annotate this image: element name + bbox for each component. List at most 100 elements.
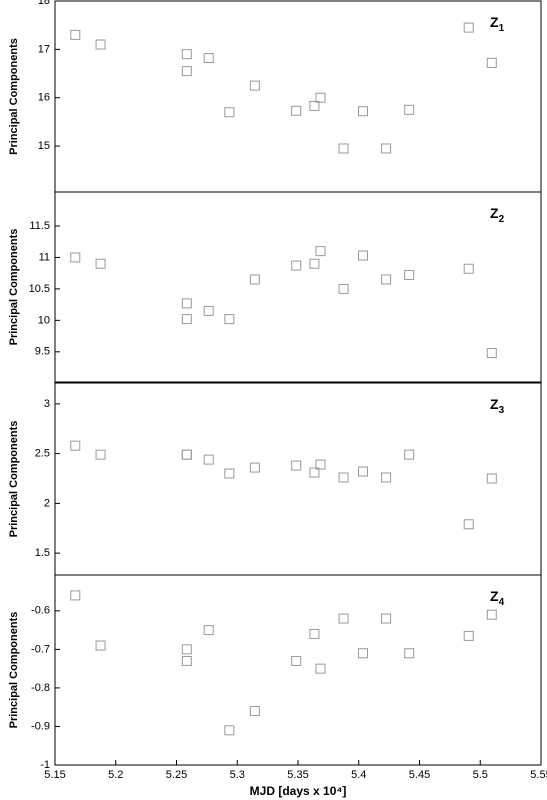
point [95,39,106,50]
point [181,655,192,666]
point [203,305,214,316]
point [381,472,392,483]
point [95,449,106,460]
point [95,258,106,269]
y-tick-label: 2.5 [35,448,50,460]
plot-frame [54,0,542,193]
point [358,466,369,477]
point [309,100,320,111]
point [224,725,235,736]
point [463,519,474,530]
point [486,348,497,359]
y-axis-label: Principal Components [8,421,20,538]
point [404,449,415,460]
y-tick-label: 15 [38,140,50,152]
point [291,460,302,471]
x-tick-label: 5.3 [230,769,245,781]
y-tick-label: 3 [44,398,50,410]
y-tick-label: -0.8 [31,682,50,694]
point [309,258,320,269]
x-tick-label: 5.35 [287,769,308,781]
point [404,270,415,281]
point [338,143,349,154]
x-tick-label: 5.5 [473,769,488,781]
point [358,106,369,117]
x-axis-label: MJD [days x 10⁴] [250,784,347,798]
point [224,107,235,118]
point [181,314,192,325]
y-axis-label: Principal Components [8,229,20,346]
point [463,22,474,33]
panel-label-text: Z [490,588,499,604]
x-tick-label: 5.25 [166,769,187,781]
point [181,66,192,77]
point [381,143,392,154]
y-tick-label: 10.5 [29,283,50,295]
x-tick-label: 5.55 [530,769,547,781]
panel-label-sub: 1 [499,23,505,34]
point [463,263,474,274]
point [358,648,369,659]
panel-label-sub: 4 [499,597,505,608]
panel-label-text: Z [490,205,499,221]
y-tick-label: -0.9 [31,720,50,732]
point [181,449,192,460]
point [338,472,349,483]
point [315,459,326,470]
x-tick-label: 5.15 [44,769,65,781]
panel-label: Z4 [490,588,505,608]
x-tick-label: 5.2 [108,769,123,781]
point [181,644,192,655]
panel-label: Z2 [490,205,505,225]
x-tick-label: 5.45 [409,769,430,781]
x-tick-label: 5.4 [351,769,366,781]
point [249,462,260,473]
panel-label-sub: 2 [499,214,505,225]
y-tick-label: -1 [40,759,50,771]
point [291,105,302,116]
y-tick-label: 1.5 [35,547,50,559]
point [291,260,302,271]
y-tick-label: 10 [38,314,50,326]
point [181,49,192,60]
point [224,468,235,479]
y-tick-label: 17 [38,43,50,55]
y-tick-label: 11 [39,251,50,263]
panel-label-text: Z [490,14,499,30]
point [463,630,474,641]
point [70,590,81,601]
plot-frame [54,191,542,383]
point [486,473,497,484]
point [203,53,214,64]
point [181,298,192,309]
panel-label: Z3 [490,396,505,416]
point [404,648,415,659]
point [203,625,214,636]
point [309,467,320,478]
y-tick-label: 18 [38,0,50,7]
plot-frame [54,382,542,576]
point [70,252,81,263]
y-axis-label: Principal Components [8,38,20,155]
point [249,80,260,91]
point [358,250,369,261]
panel-label-text: Z [490,396,499,412]
point [486,57,497,68]
panel-label: Z1 [490,14,505,34]
y-tick-label: 11.5 [29,220,50,232]
point [224,314,235,325]
point [315,246,326,257]
point [181,449,192,460]
point [315,92,326,103]
point [291,655,302,666]
point [486,609,497,620]
point [203,454,214,465]
point [381,613,392,624]
point [249,706,260,717]
point [70,29,81,40]
y-tick-label: -0.7 [31,643,50,655]
point [70,440,81,451]
panel-label-sub: 3 [499,405,505,416]
point [315,663,326,674]
